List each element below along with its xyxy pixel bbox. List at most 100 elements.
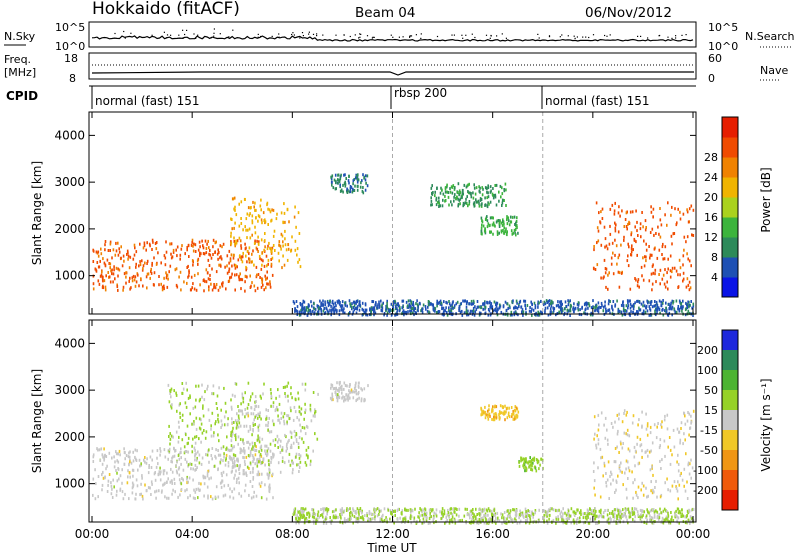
data-cell [304, 408, 307, 412]
data-cell [282, 254, 284, 258]
data-cell [616, 262, 618, 266]
data-cell [295, 440, 298, 443]
data-cell [484, 301, 486, 305]
noise-left-tick-top: 10^5 [55, 21, 85, 34]
data-cell [498, 413, 500, 417]
data-cell [614, 460, 617, 464]
data-cell [305, 306, 308, 310]
data-cell [208, 252, 210, 256]
data-cell [150, 267, 152, 271]
data-cell [632, 496, 634, 500]
data-cell [280, 417, 282, 420]
data-cell [486, 225, 489, 229]
data-cell [624, 309, 626, 312]
data-cell [169, 392, 171, 395]
colorbar-tick-label: 20 [704, 191, 718, 204]
data-cell [402, 309, 405, 313]
data-cell [249, 449, 252, 453]
noise-search-point [592, 34, 595, 36]
data-cell [353, 304, 356, 308]
data-cell [337, 394, 340, 398]
data-cell [302, 440, 305, 444]
noise-search-point [316, 33, 318, 35]
data-cell [683, 484, 685, 488]
data-cell [641, 455, 643, 459]
data-cell [442, 306, 445, 310]
data-cell [461, 518, 463, 522]
data-cell [478, 508, 480, 512]
data-cell [659, 507, 661, 511]
data-cell [606, 513, 609, 517]
data-cell [136, 449, 138, 453]
data-cell [494, 519, 496, 523]
data-cell [354, 176, 357, 180]
data-cell [271, 419, 274, 423]
data-cell [518, 521, 521, 525]
data-cell [473, 313, 476, 317]
data-cell [378, 508, 380, 512]
data-cell [436, 301, 438, 305]
data-cell [633, 519, 636, 523]
data-cell [669, 305, 671, 308]
data-cell [498, 221, 501, 225]
data-cell [193, 273, 196, 277]
data-cell [222, 459, 224, 463]
data-cell [495, 405, 498, 409]
data-cell [314, 512, 317, 516]
data-cell [356, 300, 358, 304]
data-cell [600, 411, 603, 415]
data-cell [227, 461, 230, 464]
data-cell [126, 252, 128, 256]
data-cell [636, 220, 638, 224]
data-cell [621, 446, 624, 450]
data-cell [221, 282, 223, 286]
data-cell [458, 305, 461, 309]
data-cell [330, 180, 333, 184]
data-cell [230, 275, 233, 279]
data-cell [195, 427, 198, 431]
data-cell [676, 221, 678, 225]
data-cell [330, 521, 332, 525]
data-cell [276, 212, 278, 216]
data-cell [230, 439, 233, 443]
data-cell [342, 395, 344, 399]
data-cell [348, 299, 351, 303]
data-cell [343, 311, 346, 315]
data-cell [254, 453, 257, 457]
data-cell [630, 253, 632, 257]
data-cell [635, 240, 637, 244]
data-cell [467, 313, 470, 317]
data-cell [339, 508, 342, 512]
data-cell [253, 284, 256, 288]
data-cell [240, 244, 242, 248]
data-cell [559, 300, 561, 304]
data-cell [662, 509, 665, 513]
data-cell [609, 300, 611, 303]
data-cell [314, 408, 316, 412]
data-cell [287, 399, 289, 403]
data-cell [295, 521, 297, 525]
data-cell [390, 302, 393, 306]
data-cell [663, 257, 666, 261]
data-cell [164, 455, 167, 459]
data-cell [495, 301, 498, 305]
data-cell [521, 511, 524, 515]
colorbar-swatch [722, 277, 738, 298]
data-cell [97, 250, 100, 254]
data-cell [181, 419, 184, 422]
data-cell [300, 308, 302, 312]
data-cell [187, 480, 189, 484]
data-cell [266, 201, 269, 205]
data-cell [239, 437, 242, 441]
data-cell [485, 514, 487, 518]
data-cell [343, 517, 346, 521]
data-cell [270, 249, 272, 253]
data-cell [540, 299, 542, 303]
data-cell [514, 228, 517, 231]
data-cell [208, 460, 210, 464]
data-cell [275, 407, 277, 411]
data-cell [648, 245, 650, 248]
data-cell [270, 264, 273, 268]
data-cell [666, 477, 668, 481]
data-cell [284, 395, 287, 399]
